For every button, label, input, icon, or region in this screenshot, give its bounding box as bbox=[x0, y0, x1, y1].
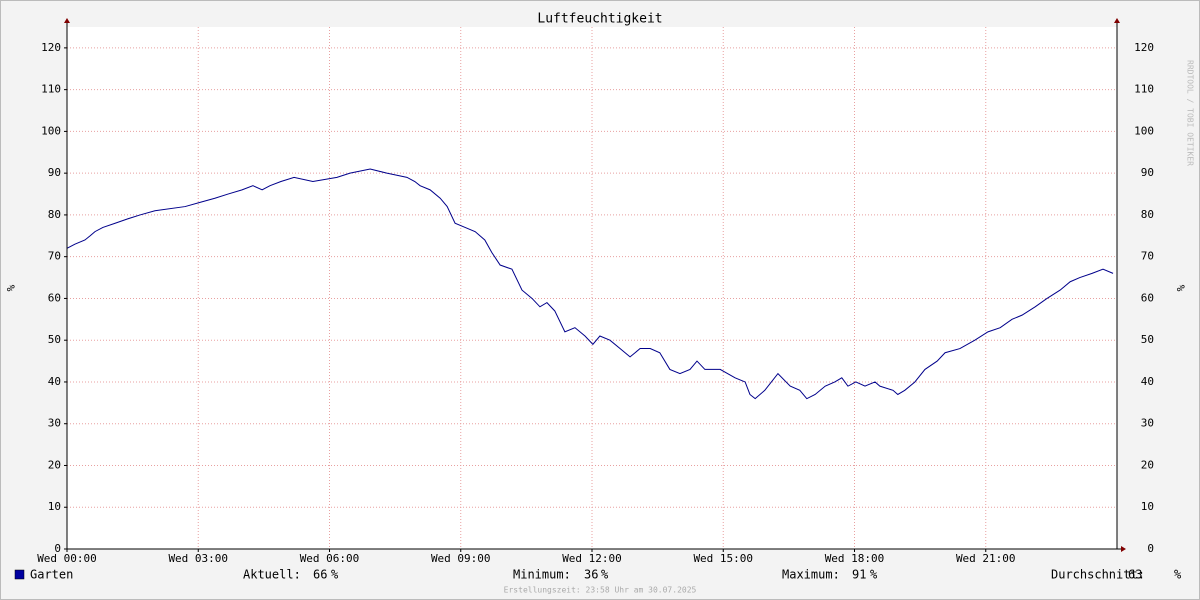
y2-tick-label: 70 bbox=[1141, 250, 1154, 263]
y-tick-label: 30 bbox=[48, 417, 61, 430]
stat-label: Durchschnitt: bbox=[1051, 568, 1145, 582]
axis-arrow bbox=[1121, 546, 1126, 552]
stat-unit: % bbox=[1174, 568, 1182, 582]
x-tick-label: Wed 15:00 bbox=[693, 552, 753, 565]
y-tick-label: 80 bbox=[48, 208, 61, 221]
x-tick-label: Wed 12:00 bbox=[562, 552, 622, 565]
stat-unit: % bbox=[331, 568, 339, 582]
y2-tick-label: 120 bbox=[1134, 41, 1154, 54]
y-tick-label: 120 bbox=[41, 41, 61, 54]
y2-tick-label: 0 bbox=[1147, 542, 1154, 555]
stat-value: 66 bbox=[313, 568, 327, 582]
y-tick-label: 90 bbox=[48, 166, 61, 179]
y-tick-label: 100 bbox=[41, 124, 61, 137]
y2-tick-label: 30 bbox=[1141, 417, 1154, 430]
footer: Erstellungszeit: 23:58 Uhr am 30.07.2025 bbox=[504, 586, 697, 595]
y2-tick-label: 20 bbox=[1141, 458, 1154, 471]
x-tick-label: Wed 21:00 bbox=[956, 552, 1016, 565]
y2-tick-label: 50 bbox=[1141, 333, 1154, 346]
y2-tick-label: 40 bbox=[1141, 375, 1154, 388]
x-tick-label: Wed 18:00 bbox=[825, 552, 885, 565]
axis-arrow bbox=[64, 18, 70, 23]
watermark: RRDTOOL / TOBI OETIKER bbox=[1186, 60, 1195, 166]
legend-label: Garten bbox=[30, 568, 73, 582]
y2-tick-label: 60 bbox=[1141, 291, 1154, 304]
stat-label: Aktuell: bbox=[243, 568, 301, 582]
stat-value: 36 bbox=[584, 568, 598, 582]
y2-axis-label: % bbox=[1174, 285, 1187, 292]
data-line bbox=[66, 168, 1114, 400]
y2-tick-label: 110 bbox=[1134, 83, 1154, 96]
y-tick-label: 70 bbox=[48, 250, 61, 263]
y-tick-label: 110 bbox=[41, 83, 61, 96]
y-tick-label: 20 bbox=[48, 458, 61, 471]
stat-unit: % bbox=[870, 568, 878, 582]
y-tick-label: 0 bbox=[54, 542, 61, 555]
y2-tick-label: 100 bbox=[1134, 124, 1154, 137]
axis-arrow bbox=[1114, 18, 1120, 23]
stat-label: Minimum: bbox=[513, 568, 571, 582]
stat-value: 91 bbox=[852, 568, 866, 582]
chart-title: Luftfeuchtigkeit bbox=[537, 12, 662, 27]
x-tick-label: Wed 06:00 bbox=[300, 552, 360, 565]
x-tick-label: Wed 00:00 bbox=[37, 552, 97, 565]
y-tick-label: 60 bbox=[48, 291, 61, 304]
y2-tick-label: 80 bbox=[1141, 208, 1154, 221]
stat-label: Maximum: bbox=[782, 568, 840, 582]
y-axis-label: % bbox=[4, 285, 17, 292]
y-tick-label: 40 bbox=[48, 375, 61, 388]
x-tick-label: Wed 03:00 bbox=[168, 552, 228, 565]
y2-tick-label: 10 bbox=[1141, 500, 1154, 513]
stat-value: 63 bbox=[1128, 568, 1142, 582]
y-tick-label: 10 bbox=[48, 500, 61, 513]
x-tick-label: Wed 09:00 bbox=[431, 552, 491, 565]
stat-unit: % bbox=[601, 568, 609, 582]
y2-tick-label: 90 bbox=[1141, 166, 1154, 179]
y-tick-label: 50 bbox=[48, 333, 61, 346]
legend-swatch bbox=[14, 569, 25, 580]
